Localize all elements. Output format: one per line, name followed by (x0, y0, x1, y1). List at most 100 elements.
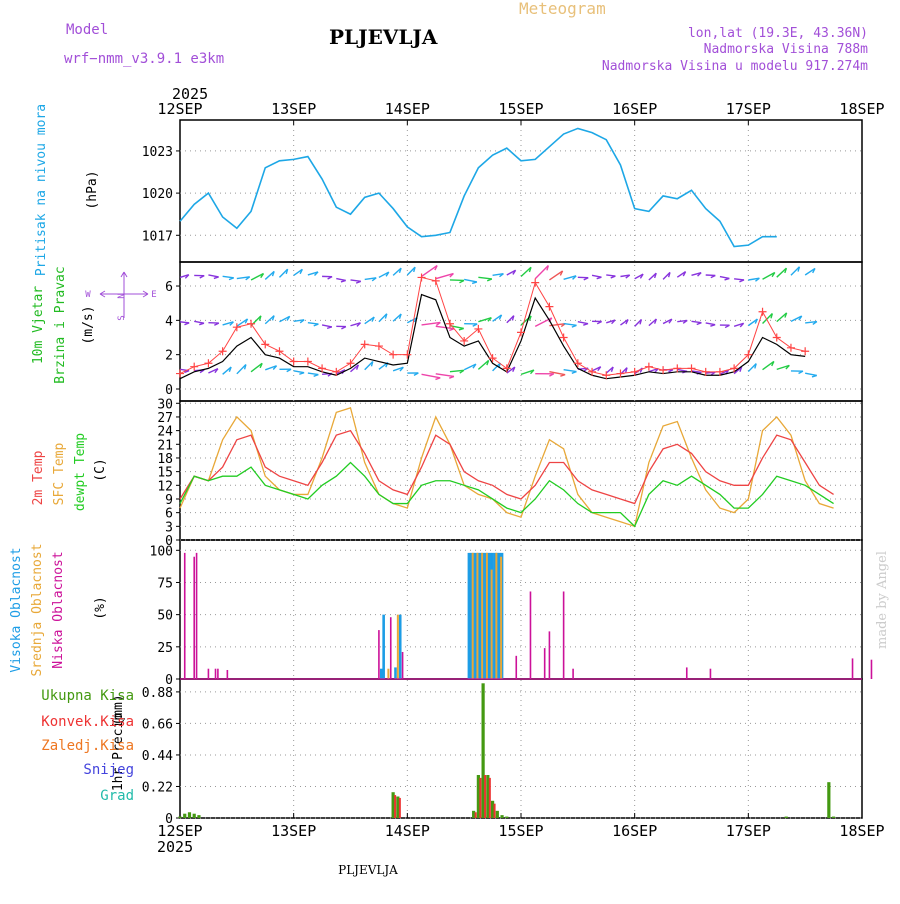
wind-arrow (308, 323, 319, 324)
precip-bar (505, 817, 508, 818)
wind-gust-point (361, 340, 369, 348)
wind-gust-point (375, 342, 383, 350)
cloud-bar (495, 553, 497, 679)
wind-arrow (194, 321, 204, 323)
cloud-bar (852, 658, 854, 679)
y-tick-label: 9 (165, 493, 173, 508)
wind-arrow-head (472, 282, 477, 284)
y-tick-label: 1020 (142, 187, 173, 202)
wind-arrow-head (697, 323, 702, 325)
y-tick-label: 0 (165, 812, 173, 827)
cloud-bar (390, 617, 392, 679)
time-tick-top: 14SEP (385, 100, 430, 118)
y-tick-label: 25 (157, 641, 173, 656)
legend-snow: Snijeg (83, 762, 134, 778)
cloud-bar (193, 557, 195, 679)
y-tick-label: 0.22 (142, 780, 173, 795)
cloud-bar (572, 669, 574, 679)
wind-gust-point (489, 354, 497, 362)
wind-ylabel-2: Brzina i Pravac (53, 266, 68, 383)
wind-gust-point (389, 351, 397, 359)
cloud-bar (491, 570, 493, 679)
y-tick-label: 18 (157, 452, 173, 467)
wind-gust-point (645, 363, 653, 371)
footer-station: PLJEVLJA (338, 863, 398, 877)
cloud-bar (382, 615, 385, 679)
wind-arrow-head (739, 280, 744, 282)
precip-bar (496, 811, 499, 818)
y-tick-label: 30 (157, 397, 173, 412)
y-tick-label: 0.88 (142, 686, 173, 701)
wind-gust-point (773, 334, 781, 342)
wind-ylabel-1: 10m Vjetar (31, 286, 46, 364)
wind-arrow-head (435, 378, 440, 380)
time-tick-bottom: 13SEP (271, 822, 316, 840)
wind-gust-point (759, 308, 767, 316)
precip-bar (178, 817, 181, 818)
wind-gust-point (574, 359, 582, 367)
cloud-bar (549, 631, 551, 679)
precip-bar (832, 817, 835, 818)
precip-bar (183, 814, 186, 818)
pressure-line (180, 128, 777, 246)
precip-bar (489, 778, 491, 818)
cloud-ylabel-low: Niska Oblacnost (51, 551, 66, 668)
wind-arrow (734, 279, 744, 280)
model-altitude-text: Nadmorska Visina u modelu 917.274m (602, 59, 868, 74)
y-tick-label: 50 (157, 609, 173, 624)
station-title: PLJEVLJA (329, 25, 438, 49)
precip-bar (494, 804, 496, 818)
precip-bar (479, 778, 481, 818)
legend-total: Ukupna Kisa (41, 688, 134, 704)
cloud-bar (196, 553, 198, 679)
wind-arrow (223, 276, 234, 277)
wind-gust-point (545, 303, 553, 311)
wind-arrow (805, 373, 817, 375)
precip-bar (193, 814, 196, 818)
cloud-bar (486, 553, 488, 679)
y-tick-label: 0 (165, 383, 173, 398)
precip-bar (785, 817, 788, 818)
pressure-unit: (hPa) (85, 170, 100, 209)
cloud-bar (544, 648, 546, 679)
y-tick-label: 0.44 (142, 749, 173, 764)
wind-arrow-head (341, 280, 346, 282)
y-tick-label: 0.66 (142, 717, 173, 732)
wind-arrow (322, 325, 332, 327)
wind-gust-point (531, 279, 539, 287)
wind-unit: (m/s) (81, 305, 96, 344)
compass-e: E (151, 290, 156, 300)
wind-arrow-head (572, 372, 577, 374)
wind-arrow-head (184, 323, 189, 325)
temp-ylabel-2: SFC Temp (52, 443, 67, 506)
wind-arrow (478, 277, 491, 279)
precip-bar (188, 812, 191, 818)
wind-arrow (564, 324, 577, 326)
wind-arrow-head (356, 281, 361, 283)
compass-w: W (85, 290, 91, 300)
temp-2m-line (180, 431, 834, 504)
cloud-bar (380, 669, 383, 679)
cloud-bar (530, 591, 532, 679)
cloud-ylabel-mid: Srednja Oblacnost (30, 543, 45, 676)
y-tick-label: 100 (150, 544, 173, 559)
legend-convective: Konvek.Kisa (41, 714, 134, 730)
time-tick-top: 16SEP (612, 100, 657, 118)
precip-bar (394, 795, 396, 818)
legend-freezing: Zaledj.Kisa (41, 738, 134, 754)
y-tick-label: 12 (157, 479, 173, 494)
wind-arrow (351, 280, 361, 281)
y-tick-label: 2 (165, 349, 173, 364)
y-tick-label: 3 (165, 520, 173, 535)
wind-arrow-head (229, 278, 234, 280)
cloud-bar (871, 660, 873, 679)
cloud-bar (500, 557, 502, 679)
cloud-bar (472, 553, 474, 679)
wind-arrow (294, 371, 304, 373)
time-tick-bottom: 17SEP (726, 822, 771, 840)
wind-arrow (208, 275, 218, 277)
time-tick-bottom: 14SEP (385, 822, 430, 840)
wind-arrow-head (572, 325, 577, 327)
time-tick-top: 18SEP (839, 100, 884, 118)
wind-gust-point (247, 320, 255, 328)
